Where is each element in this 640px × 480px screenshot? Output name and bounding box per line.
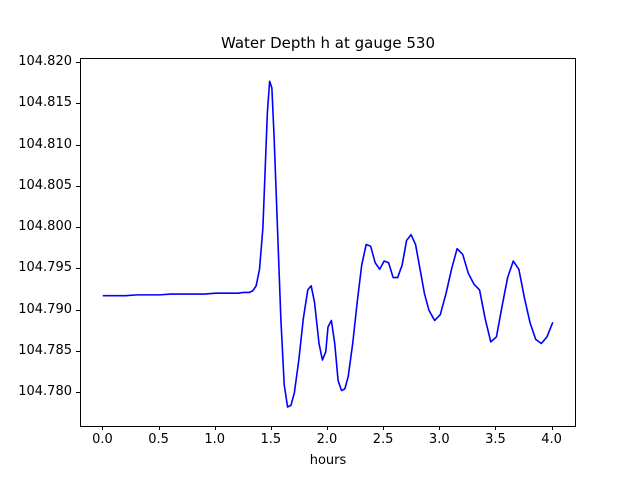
y-tick-label: 104.815 <box>18 95 72 111</box>
x-tick-mark <box>270 426 272 430</box>
line-plot-svg <box>102 80 554 408</box>
x-tick-label: 1.0 <box>204 432 226 447</box>
x-tick-label: 2.5 <box>372 432 394 447</box>
y-tick-label: 104.810 <box>18 136 72 152</box>
y-tick-mark <box>76 62 80 64</box>
y-tick-mark <box>76 185 80 187</box>
y-tick-label: 104.785 <box>18 342 72 358</box>
x-tick-mark <box>383 426 385 430</box>
y-tick-label: 104.820 <box>18 54 72 70</box>
x-tick-label: 1.5 <box>260 432 282 447</box>
y-tick-mark <box>76 144 80 146</box>
x-tick-label: 3.5 <box>485 432 506 447</box>
y-tick-label: 104.795 <box>18 260 72 276</box>
y-tick-label: 104.780 <box>18 384 72 399</box>
y-tick-mark <box>76 350 80 352</box>
plot-area <box>80 58 576 427</box>
x-axis-label: hours <box>309 453 347 468</box>
x-tick-label: 0.0 <box>92 432 113 447</box>
x-tick-mark <box>439 426 441 430</box>
x-tick-mark <box>158 426 160 430</box>
x-tick-mark <box>102 426 104 430</box>
y-tick-label: 104.790 <box>18 301 72 317</box>
x-tick-mark <box>327 426 328 430</box>
x-tick-mark <box>551 426 553 430</box>
x-tick-label: 4.0 <box>541 432 562 447</box>
y-tick-mark <box>76 103 80 105</box>
x-tick-mark <box>495 426 497 430</box>
y-tick-mark <box>76 227 80 229</box>
x-tick-mark <box>214 426 216 430</box>
chart-title: Water Depth h at gauge 530 <box>220 34 436 52</box>
y-tick-label: 104.800 <box>18 219 72 235</box>
y-tick-mark <box>76 392 80 393</box>
y-tick-label: 104.805 <box>18 177 72 193</box>
data-line <box>102 80 554 408</box>
y-tick-mark <box>76 309 80 311</box>
x-tick-label: 0.5 <box>148 432 169 447</box>
x-tick-label: 2.0 <box>316 432 338 447</box>
x-tick-label: 3.0 <box>428 432 450 447</box>
y-tick-mark <box>76 268 80 270</box>
